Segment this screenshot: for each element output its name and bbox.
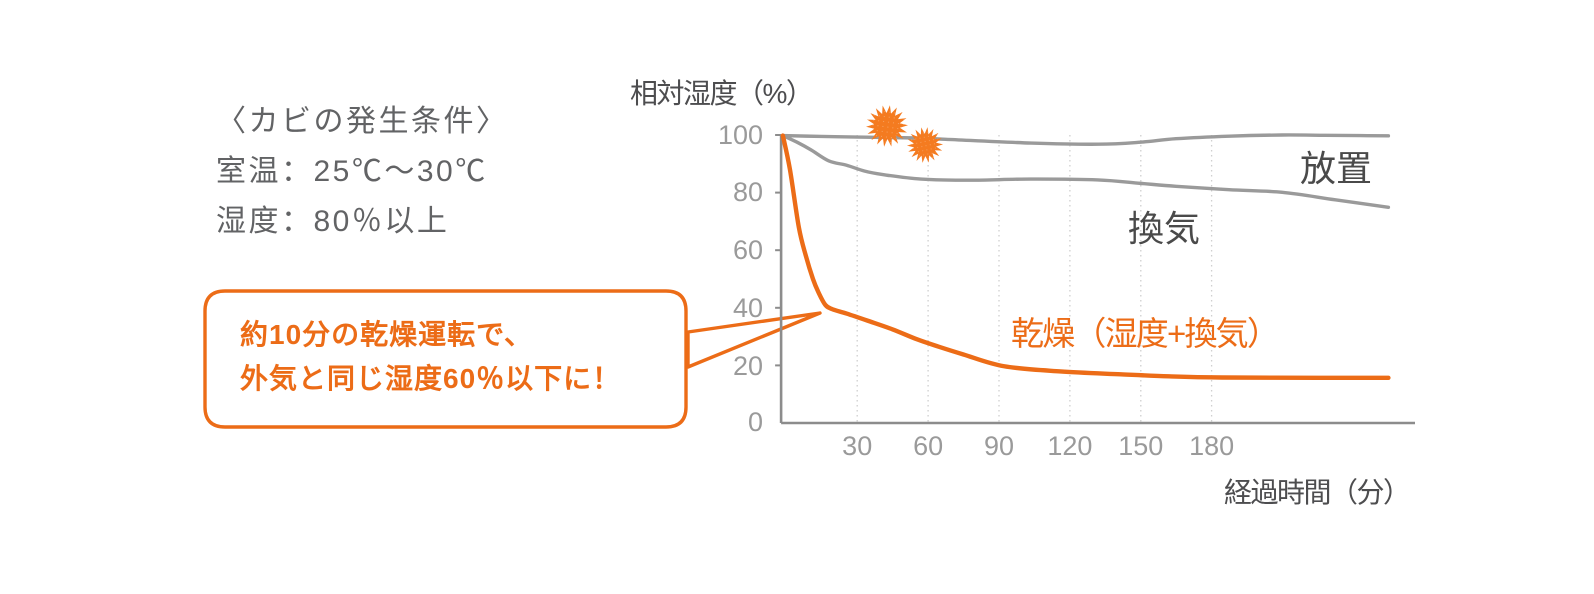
svg-text:40: 40 <box>733 293 763 323</box>
svg-text:放置: 放置 <box>1300 148 1372 189</box>
svg-text:120: 120 <box>1047 431 1092 461</box>
svg-text:換気: 換気 <box>1128 208 1200 249</box>
svg-text:20: 20 <box>733 351 763 381</box>
svg-text:90: 90 <box>984 431 1014 461</box>
svg-text:60: 60 <box>733 235 763 265</box>
svg-text:80: 80 <box>733 177 763 207</box>
svg-text:150: 150 <box>1118 431 1163 461</box>
svg-text:180: 180 <box>1189 431 1234 461</box>
svg-text:60: 60 <box>913 431 943 461</box>
svg-text:乾燥（湿度+換気）: 乾燥（湿度+換気） <box>1011 315 1278 352</box>
svg-text:0: 0 <box>748 407 763 437</box>
svg-text:100: 100 <box>718 120 763 150</box>
svg-text:30: 30 <box>842 431 872 461</box>
